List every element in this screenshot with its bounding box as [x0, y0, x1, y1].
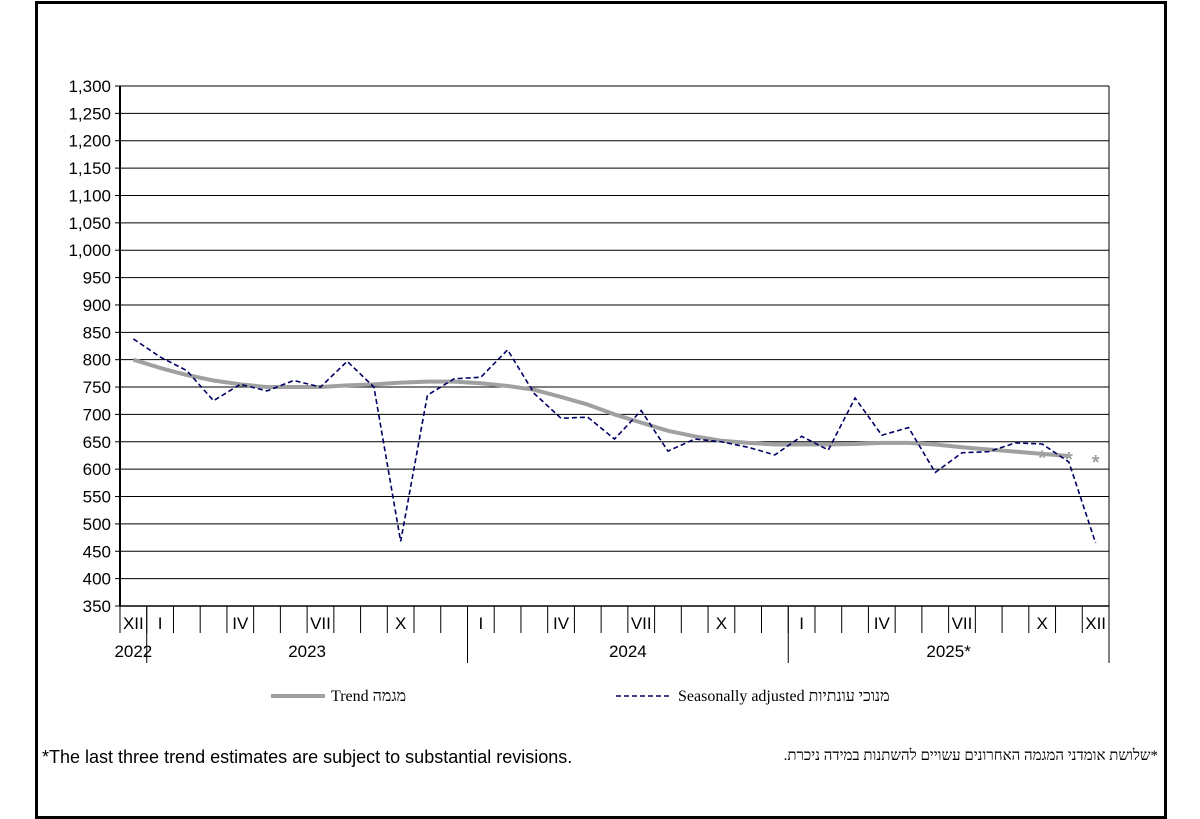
y-tick-label: 550 [83, 488, 111, 507]
month-label: IV [874, 614, 891, 633]
y-tick-label: 900 [83, 296, 111, 315]
month-label: VII [310, 614, 331, 633]
chart-frame: 350 400 450 500 550 600 650 700 750 800 850 900 950 1… [35, 1, 1167, 819]
seasonally-adjusted-line [133, 339, 1095, 543]
y-tick-label: 1,250 [68, 104, 111, 123]
provisional-trend-marker: * [1092, 452, 1100, 474]
month-label: I [478, 614, 483, 633]
year-label: 2025* [926, 642, 971, 661]
month-label: XII [1085, 614, 1106, 633]
month-label: XII [123, 614, 144, 633]
legend-sa-label: Seasonally adjusted מנוכי עונתיות [678, 688, 890, 705]
provisional-trend-marker: * [1038, 447, 1046, 469]
y-tick-label: 750 [83, 378, 111, 397]
y-tick-label: 1,150 [68, 159, 111, 178]
y-tick-label: 800 [83, 351, 111, 370]
y-tick-label: 1,200 [68, 132, 111, 151]
footnote-english: *The last three trend estimates are subj… [42, 746, 602, 769]
month-label: IV [232, 614, 249, 633]
y-tick-label: 700 [83, 405, 111, 424]
y-tick-label: 850 [83, 323, 111, 342]
y-tick-label: 650 [83, 433, 111, 452]
provisional-trend-marker: * [1065, 449, 1073, 471]
month-label: VII [631, 614, 652, 633]
month-label: X [716, 614, 727, 633]
footnote-hebrew: *שלושת אומדני המגמה האחרונים עשויים להשת… [784, 748, 1158, 765]
year-label: 2022 [114, 642, 152, 661]
y-tick-label: 1,000 [68, 241, 111, 260]
month-label: IV [553, 614, 570, 633]
month-label: I [799, 614, 804, 633]
y-tick-label: 500 [83, 515, 111, 534]
year-label: 2023 [288, 642, 326, 661]
y-tick-label: 400 [83, 570, 111, 589]
y-tick-label: 600 [83, 460, 111, 479]
y-tick-label: 350 [83, 597, 111, 616]
month-label: X [1037, 614, 1048, 633]
month-label: I [158, 614, 163, 633]
y-tick-label: 1,050 [68, 214, 111, 233]
y-tick-label: 1,100 [68, 186, 111, 205]
month-label: X [395, 614, 406, 633]
y-tick-label: 1,300 [68, 77, 111, 96]
y-tick-label: 950 [83, 269, 111, 288]
y-tick-label: 450 [83, 542, 111, 561]
year-label: 2024 [609, 642, 647, 661]
legend-trend-label: Trend מגמה [331, 688, 406, 705]
month-label: VII [952, 614, 973, 633]
line-chart: 350 400 450 500 550 600 650 700 750 800 850 900 950 1… [38, 4, 1164, 816]
